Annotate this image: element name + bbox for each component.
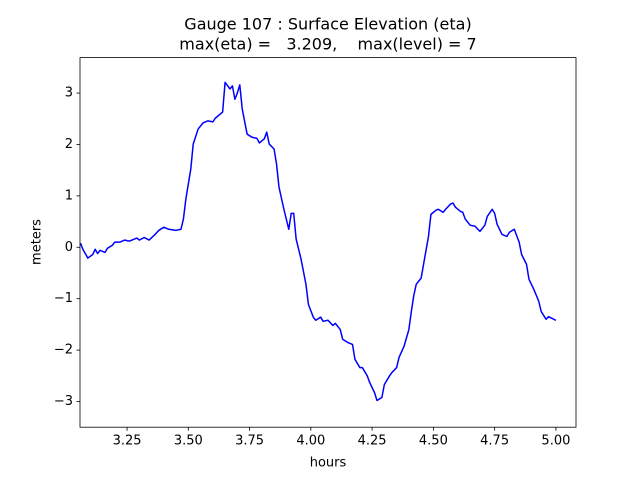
x-axis-label: hours: [310, 456, 347, 471]
x-tick-label: 3.75: [235, 434, 264, 449]
y-tick-label: 0: [65, 240, 73, 255]
y-tick-label: −2: [54, 343, 73, 358]
y-tick-label: 3: [65, 86, 73, 101]
x-tick-label: 4.25: [358, 434, 387, 449]
y-tick-label: 2: [65, 137, 73, 152]
x-tick-label: 3.50: [174, 434, 203, 449]
x-tick-label: 4.50: [419, 434, 448, 449]
y-tick-label: −1: [54, 291, 73, 306]
data-line: [80, 81, 557, 402]
y-axis-label: meters: [30, 219, 45, 265]
chart-title: Gauge 107 : Surface Elevation (eta): [184, 15, 471, 34]
x-tick-label: 4.00: [296, 434, 325, 449]
plot-frame: [79, 57, 577, 428]
x-tick-label: 4.75: [480, 434, 509, 449]
y-tick-label: −3: [54, 394, 73, 409]
x-tick-label: 5.00: [541, 434, 570, 449]
y-tick-label: 1: [65, 188, 73, 203]
chart-subtitle: max(eta) = 3.209, max(level) = 7: [179, 35, 476, 54]
x-tick-label: 3.25: [113, 434, 142, 449]
